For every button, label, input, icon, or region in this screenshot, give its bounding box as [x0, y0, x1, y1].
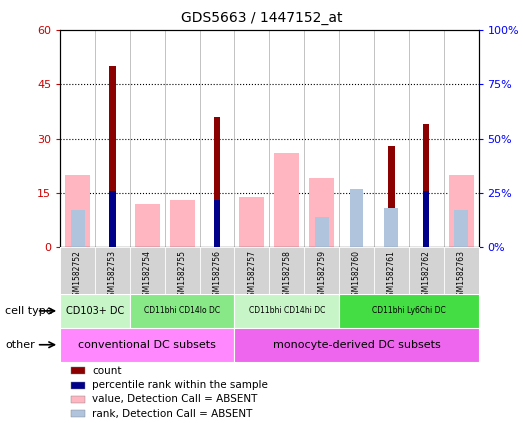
Bar — [135, 204, 160, 247]
Bar — [214, 200, 220, 247]
Text: GSM1582762: GSM1582762 — [422, 250, 431, 301]
Text: other: other — [5, 340, 35, 350]
Text: GSM1582758: GSM1582758 — [282, 250, 291, 301]
Bar — [60, 294, 130, 328]
Bar — [309, 179, 334, 247]
Text: GSM1582759: GSM1582759 — [317, 250, 326, 301]
Bar — [109, 66, 116, 247]
Bar — [274, 153, 299, 247]
Bar — [71, 210, 85, 247]
Bar — [449, 175, 474, 247]
Text: GSM1582756: GSM1582756 — [212, 250, 222, 301]
Text: GSM1582760: GSM1582760 — [352, 250, 361, 301]
Bar — [240, 197, 265, 247]
Text: GSM1582757: GSM1582757 — [247, 250, 256, 301]
Bar — [214, 117, 220, 247]
Bar — [109, 191, 116, 247]
Text: GSM1582754: GSM1582754 — [143, 250, 152, 301]
Text: percentile rank within the sample: percentile rank within the sample — [93, 380, 268, 390]
Text: GSM1582763: GSM1582763 — [457, 250, 465, 301]
Text: conventional DC subsets: conventional DC subsets — [78, 340, 216, 350]
Text: CD11bhi CD14lo DC: CD11bhi CD14lo DC — [144, 306, 220, 316]
Bar — [71, 382, 85, 389]
Text: GSM1582761: GSM1582761 — [387, 250, 396, 301]
Bar — [71, 367, 85, 374]
Bar — [454, 210, 468, 247]
Bar — [349, 189, 363, 247]
Bar — [339, 294, 479, 328]
Bar — [60, 328, 234, 362]
Bar — [234, 294, 339, 328]
Bar — [234, 328, 479, 362]
Bar — [71, 410, 85, 417]
Text: GDS5663 / 1447152_at: GDS5663 / 1447152_at — [181, 11, 342, 25]
Bar — [388, 146, 394, 247]
Text: count: count — [93, 366, 122, 376]
Bar — [423, 191, 429, 247]
Bar — [65, 175, 90, 247]
Bar — [71, 396, 85, 403]
Text: GSM1582752: GSM1582752 — [73, 250, 82, 301]
Text: monocyte-derived DC subsets: monocyte-derived DC subsets — [272, 340, 440, 350]
Text: CD11bhi Ly6Chi DC: CD11bhi Ly6Chi DC — [372, 306, 446, 316]
Text: rank, Detection Call = ABSENT: rank, Detection Call = ABSENT — [93, 409, 253, 418]
Text: GSM1582755: GSM1582755 — [178, 250, 187, 301]
Text: cell type: cell type — [5, 306, 53, 316]
Bar — [169, 200, 195, 247]
Text: value, Detection Call = ABSENT: value, Detection Call = ABSENT — [93, 394, 258, 404]
Bar — [315, 217, 328, 247]
Bar — [423, 124, 429, 247]
Bar — [130, 294, 234, 328]
Text: GSM1582753: GSM1582753 — [108, 250, 117, 301]
Text: CD103+ DC: CD103+ DC — [66, 306, 124, 316]
Bar — [384, 208, 399, 247]
Text: CD11bhi CD14hi DC: CD11bhi CD14hi DC — [248, 306, 325, 316]
